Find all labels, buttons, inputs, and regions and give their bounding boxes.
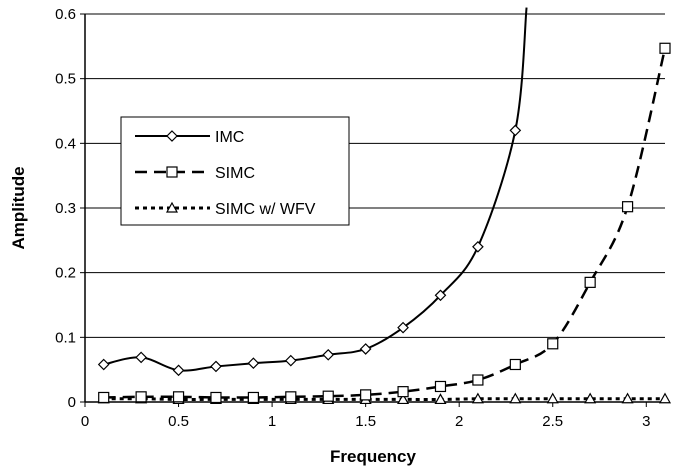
legend: IMC SIMC SIMC w/ WFV xyxy=(121,117,349,225)
point-marker-diamond xyxy=(323,350,333,360)
point-marker-triangle xyxy=(660,394,670,403)
x-axis-title: Frequency xyxy=(330,447,417,466)
legend-label: SIMC w/ WFV xyxy=(215,201,316,218)
y-tick-label: 0.4 xyxy=(55,135,76,152)
point-marker-square xyxy=(286,392,296,402)
y-tick-label: 0.1 xyxy=(55,329,76,346)
point-marker-square xyxy=(167,167,177,177)
x-tick-label: 3 xyxy=(642,413,650,430)
point-marker-square xyxy=(211,392,221,402)
x-tick-label: 0.5 xyxy=(168,413,189,430)
point-marker-diamond xyxy=(510,125,520,135)
x-tick-label: 1.5 xyxy=(355,413,376,430)
point-marker-square xyxy=(623,202,633,212)
legend-label: SIMC xyxy=(215,165,255,182)
y-tick-label: 0.5 xyxy=(55,71,76,88)
point-marker-square xyxy=(473,375,483,385)
point-marker-square xyxy=(174,392,184,402)
legend-label: IMC xyxy=(215,129,244,146)
point-marker-diamond xyxy=(361,344,371,354)
point-marker-triangle xyxy=(435,394,445,403)
point-marker-triangle xyxy=(548,394,558,403)
x-tick-label: 2.5 xyxy=(542,413,563,430)
point-marker-diamond xyxy=(248,358,258,368)
point-marker-diamond xyxy=(174,365,184,375)
point-marker-diamond xyxy=(211,361,221,371)
point-marker-square xyxy=(248,392,258,402)
point-marker-square xyxy=(323,391,333,401)
y-tick-label: 0 xyxy=(68,394,76,411)
point-marker-square xyxy=(585,277,595,287)
point-marker-square xyxy=(435,381,445,391)
y-tick-label: 0.3 xyxy=(55,200,76,217)
point-marker-diamond xyxy=(99,359,109,369)
y-tick-label: 0.2 xyxy=(55,265,76,282)
point-marker-square xyxy=(548,339,558,349)
y-tick-label: 0.6 xyxy=(55,6,76,23)
point-marker-diamond xyxy=(286,356,296,366)
point-marker-square xyxy=(361,390,371,400)
x-tick-label: 0 xyxy=(81,413,89,430)
point-marker-square xyxy=(136,392,146,402)
point-marker-square xyxy=(660,43,670,53)
point-marker-square xyxy=(510,359,520,369)
point-marker-square xyxy=(398,387,408,397)
point-marker-diamond xyxy=(136,352,146,362)
x-tick-label: 1 xyxy=(268,413,276,430)
series-line xyxy=(104,399,665,400)
x-tick-label: 2 xyxy=(455,413,463,430)
y-axis-title: Amplitude xyxy=(9,166,28,249)
point-marker-square xyxy=(99,392,109,402)
point-marker-diamond xyxy=(473,242,483,252)
